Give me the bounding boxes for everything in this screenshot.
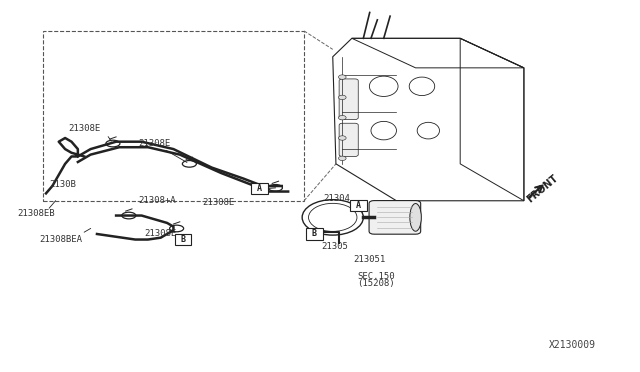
- Text: 21308E: 21308E: [68, 124, 100, 133]
- Circle shape: [339, 115, 346, 120]
- Text: 21308E: 21308E: [202, 198, 234, 207]
- Circle shape: [339, 156, 346, 161]
- Text: 2130B: 2130B: [49, 180, 76, 189]
- Text: A: A: [257, 184, 262, 193]
- Text: 21308E: 21308E: [145, 230, 177, 238]
- FancyBboxPatch shape: [175, 234, 191, 245]
- Circle shape: [339, 95, 346, 100]
- Text: 21308+A: 21308+A: [138, 196, 176, 205]
- Text: 21308E: 21308E: [138, 139, 171, 148]
- Text: 21305: 21305: [321, 243, 348, 251]
- Circle shape: [339, 75, 346, 79]
- FancyBboxPatch shape: [251, 183, 268, 194]
- Text: 21308BEA: 21308BEA: [40, 235, 83, 244]
- FancyBboxPatch shape: [339, 79, 358, 119]
- Text: X2130009: X2130009: [549, 340, 596, 350]
- Text: B: B: [312, 230, 317, 238]
- Text: SEC.150: SEC.150: [357, 272, 395, 281]
- FancyBboxPatch shape: [306, 228, 323, 240]
- Text: 21304: 21304: [323, 195, 350, 203]
- FancyBboxPatch shape: [339, 123, 358, 157]
- Ellipse shape: [410, 203, 421, 231]
- Text: 21308EB: 21308EB: [17, 209, 55, 218]
- Text: FRONT: FRONT: [525, 173, 560, 205]
- FancyBboxPatch shape: [369, 201, 420, 234]
- Circle shape: [339, 136, 346, 140]
- Text: A: A: [356, 201, 361, 210]
- Text: 213051: 213051: [353, 255, 385, 264]
- Text: B: B: [180, 235, 186, 244]
- FancyBboxPatch shape: [350, 200, 367, 211]
- Text: (15208): (15208): [357, 279, 395, 288]
